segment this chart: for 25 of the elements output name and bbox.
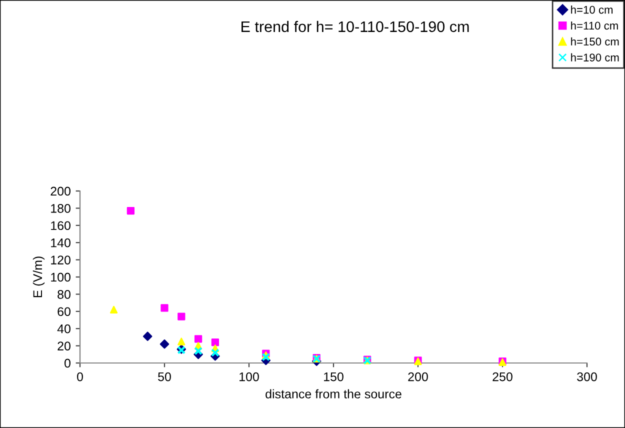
y-tick-label: 80 [58, 290, 70, 299]
y-tick-label: 0 [64, 358, 70, 368]
y-axis-title: E (V/m) [32, 256, 45, 298]
y-tick-label: 100 [51, 272, 70, 282]
x-tick-label: 50 [158, 372, 171, 382]
x-tick-label: 100 [240, 372, 259, 382]
legend-label: h=110 cm [571, 21, 618, 30]
x-tick-label: 300 [577, 372, 597, 382]
y-tick-label: 120 [51, 256, 70, 264]
y-tick-label: 140 [51, 238, 70, 248]
legend-label: h=150 cm [571, 37, 619, 46]
legend-label: h=10 cm [571, 6, 613, 14]
y-tick-label: 60 [58, 307, 70, 316]
x-tick-label: 0 [77, 372, 83, 382]
x-axis-title: distance from the source [266, 389, 402, 398]
x-tick-label: 200 [408, 372, 428, 382]
y-tick-label: 200 [50, 186, 70, 196]
y-tick-label: 40 [57, 324, 70, 334]
y-tick-label: 160 [51, 221, 70, 230]
y-tick-label: 20 [58, 342, 70, 350]
x-tick-label: 150 [324, 372, 344, 382]
legend-label: h=190 cm [571, 53, 619, 62]
chart-title: E trend for h= 10-110-150-190 cm [242, 20, 469, 32]
x-tick-label: 250 [492, 372, 512, 382]
y-tick-label: 180 [51, 204, 70, 213]
